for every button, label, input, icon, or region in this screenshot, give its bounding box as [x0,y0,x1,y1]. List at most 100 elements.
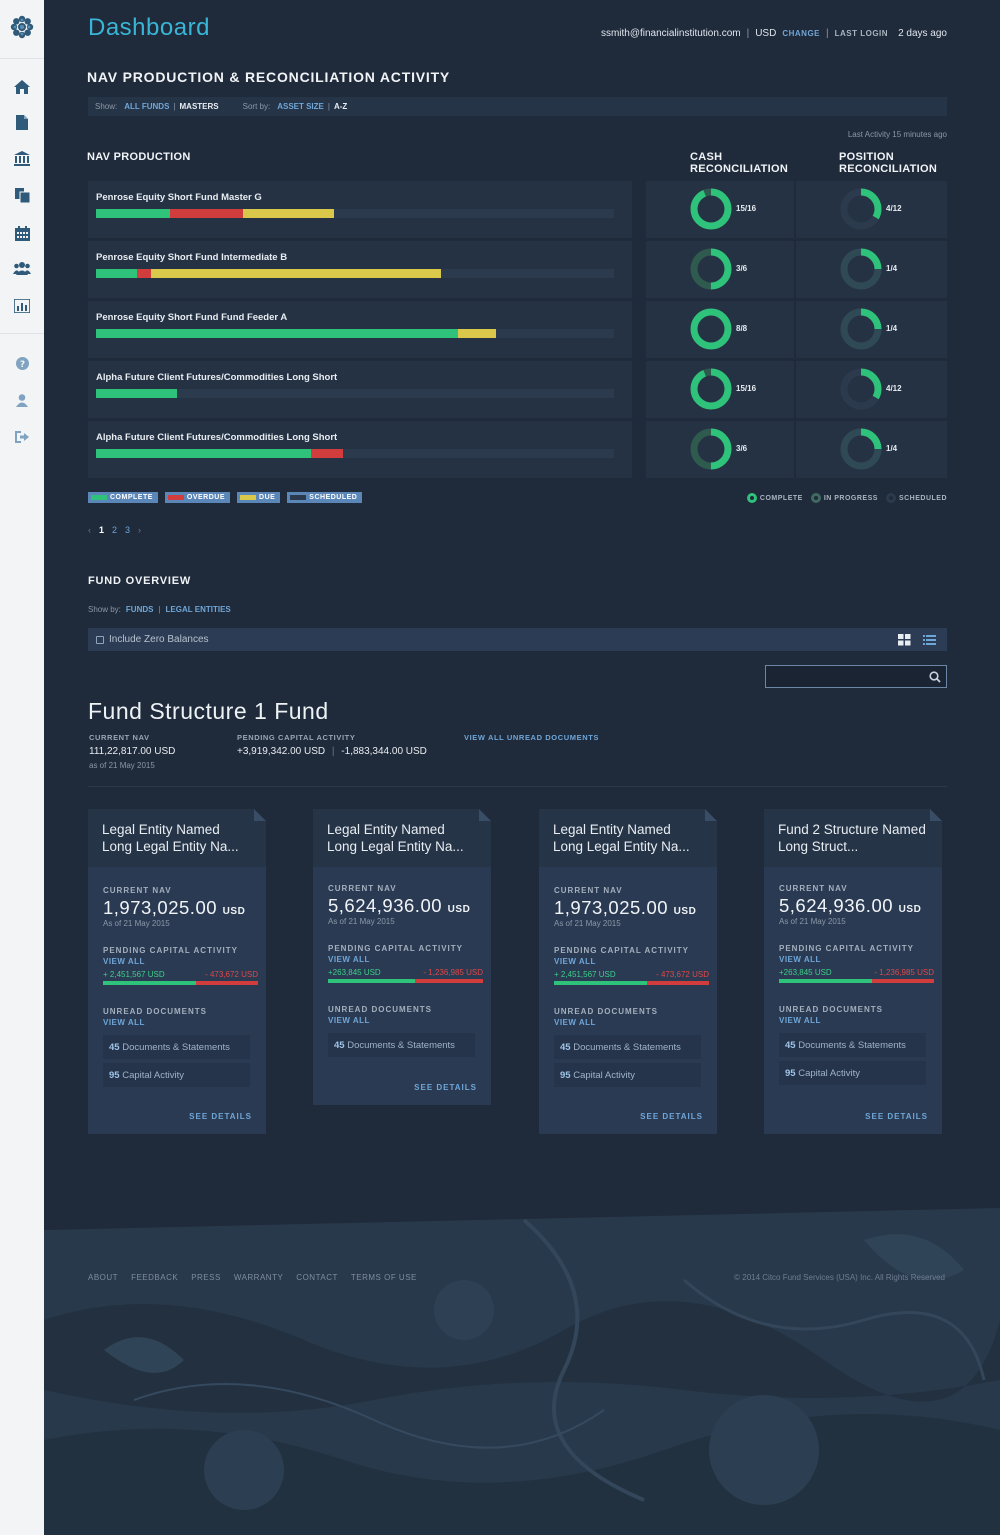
sort-az[interactable]: A-Z [333,102,348,111]
footer-terms[interactable]: TERMS OF USE [350,1273,417,1282]
see-details-link[interactable]: SEE DETAILS [640,1112,703,1121]
card-pending-view-all[interactable]: VIEW ALL [103,957,145,966]
progress-track [96,329,614,338]
list-view-icon[interactable] [923,633,936,646]
card-pending-minus: - 1,236,985 USD [423,968,483,977]
legend-due: DUE [237,492,281,503]
pos-rec-cell[interactable]: 4/12 [796,181,947,238]
status-scheduled: SCHEDULED [885,493,947,503]
fund-show-by: Show by: FUNDS | LEGAL ENTITIES [88,605,231,614]
grid-view-icon[interactable] [898,633,911,646]
card-pending-view-all[interactable]: VIEW ALL [554,957,596,966]
flower-logo-icon[interactable] [9,14,35,40]
pos-rec-cell[interactable]: 1/4 [796,241,947,298]
filter-all-funds[interactable]: ALL FUNDS [124,102,170,111]
page-1[interactable]: 1 [99,525,105,535]
nav-production-row[interactable]: Penrose Equity Short Fund Fund Feeder A [88,301,632,358]
see-details-link[interactable]: SEE DETAILS [414,1083,477,1092]
currency-change-link[interactable]: CHANGE [782,29,820,38]
card-docs-link[interactable]: 45 Documents & Statements [103,1035,250,1059]
entity-card[interactable]: Fund 2 Structure Named Long Struct... CUR… [764,809,942,1134]
copy-icon[interactable] [12,185,32,205]
footer-contact[interactable]: CONTACT [296,1273,338,1282]
card-unread-view-all[interactable]: VIEW ALL [554,1018,596,1027]
card-unread-view-all[interactable]: VIEW ALL [779,1016,821,1025]
card-pending-view-all[interactable]: VIEW ALL [779,955,821,964]
view-all-unread-link[interactable]: VIEW ALL UNREAD DOCUMENTS [464,733,599,742]
fund-pending-label: PENDING CAPITAL ACTIVITY [237,733,356,742]
next-page-icon[interactable]: › [138,525,142,535]
entity-card[interactable]: Legal Entity Named Long Legal Entity Na.… [88,809,266,1134]
nav-production-row[interactable]: Alpha Future Client Futures/Commodities … [88,421,632,478]
user-email[interactable]: ssmith@financialinstitution.com [600,28,741,39]
cash-rec-cell[interactable]: 8/8 [646,301,794,358]
card-unread-label: UNREAD DOCUMENTS [779,1005,883,1014]
search-icon[interactable] [929,671,941,683]
reconciliation-donut-icon [690,308,732,350]
nav-section-title: NAV PRODUCTION & RECONCILIATION ACTIVITY [87,69,451,85]
cash-rec-cell[interactable]: 3/6 [646,421,794,478]
card-unread-view-all[interactable]: VIEW ALL [103,1018,145,1027]
card-pending-plus: +263,845 USD [779,968,832,977]
footer-about[interactable]: ABOUT [88,1273,119,1282]
footer-press[interactable]: PRESS [191,1273,221,1282]
card-capital-link[interactable]: 95 Capital Activity [103,1063,250,1087]
see-details-link[interactable]: SEE DETAILS [189,1112,252,1121]
card-title[interactable]: Fund 2 Structure Named Long Struct... [764,809,942,867]
card-unread-view-all[interactable]: VIEW ALL [328,1016,370,1025]
pos-rec-cell[interactable]: 1/4 [796,421,947,478]
card-docs-link[interactable]: 45 Documents & Statements [328,1033,475,1057]
bank-icon[interactable] [12,148,32,168]
card-title[interactable]: Legal Entity Named Long Legal Entity Na.… [539,809,717,867]
sort-asset-size[interactable]: ASSET SIZE [277,102,324,111]
reconciliation-donut-icon [690,368,732,410]
corner-fold [930,809,942,821]
pos-rec-cell[interactable]: 4/12 [796,361,947,418]
fund-search-input[interactable] [765,665,947,688]
donut-progress-arc [840,248,882,290]
bar-chart-icon[interactable] [12,296,32,316]
nav-production-row[interactable]: Penrose Equity Short Fund Intermediate B [88,241,632,298]
cash-rec-cell[interactable]: 15/16 [646,361,794,418]
filter-masters[interactable]: MASTERS [179,102,219,111]
fund-nav-value: 111,22,817.00 USD [89,746,176,757]
card-docs-link[interactable]: 45 Documents & Statements [779,1033,926,1057]
zero-balances-label[interactable]: Include Zero Balances [109,634,209,645]
entity-card[interactable]: Legal Entity Named Long Legal Entity Na.… [313,809,491,1105]
page-3[interactable]: 3 [125,525,131,535]
help-icon[interactable]: ? [12,353,32,373]
prev-page-icon[interactable]: ‹ [88,525,91,535]
user-icon[interactable] [12,390,32,410]
footer-feedback[interactable]: FEEDBACK [131,1273,179,1282]
show-legal-entities[interactable]: LEGAL ENTITIES [165,605,231,614]
progress-segment-overdue [169,209,244,218]
sign-out-icon[interactable] [12,427,32,447]
card-title[interactable]: Legal Entity Named Long Legal Entity Na.… [313,809,491,867]
card-title[interactable]: Legal Entity Named Long Legal Entity Na.… [88,809,266,867]
donut-progress-arc [840,188,882,230]
card-nav-date: As of 21 May 2015 [554,919,621,928]
card-nav-value: 1,973,025.00 USD [103,897,246,918]
main-content: Dashboard ssmith@financialinstitution.co… [44,0,1000,1200]
home-icon[interactable] [12,77,32,97]
calendar-icon[interactable] [12,223,32,243]
zero-balances-checkbox[interactable] [96,635,104,644]
footer-warranty[interactable]: WARRANTY [233,1273,284,1282]
entity-card[interactable]: Legal Entity Named Long Legal Entity Na.… [539,809,717,1134]
nav-production-row[interactable]: Penrose Equity Short Fund Master G [88,181,632,238]
cash-rec-cell[interactable]: 15/16 [646,181,794,238]
card-capital-link[interactable]: 95 Capital Activity [779,1061,926,1085]
document-icon[interactable] [12,112,32,132]
donut-progress-arc [840,368,882,410]
card-pending-view-all[interactable]: VIEW ALL [328,955,370,964]
nav-production-row[interactable]: Alpha Future Client Futures/Commodities … [88,361,632,418]
cash-rec-cell[interactable]: 3/6 [646,241,794,298]
page-2[interactable]: 2 [112,525,118,535]
users-icon[interactable] [12,258,32,278]
see-details-link[interactable]: SEE DETAILS [865,1112,928,1121]
card-docs-link[interactable]: 45 Documents & Statements [554,1035,701,1059]
card-capital-link[interactable]: 95 Capital Activity [554,1063,701,1087]
card-pending-plus: + 2,451,567 USD [554,970,616,979]
pos-rec-cell[interactable]: 1/4 [796,301,947,358]
show-funds[interactable]: FUNDS [125,605,154,614]
